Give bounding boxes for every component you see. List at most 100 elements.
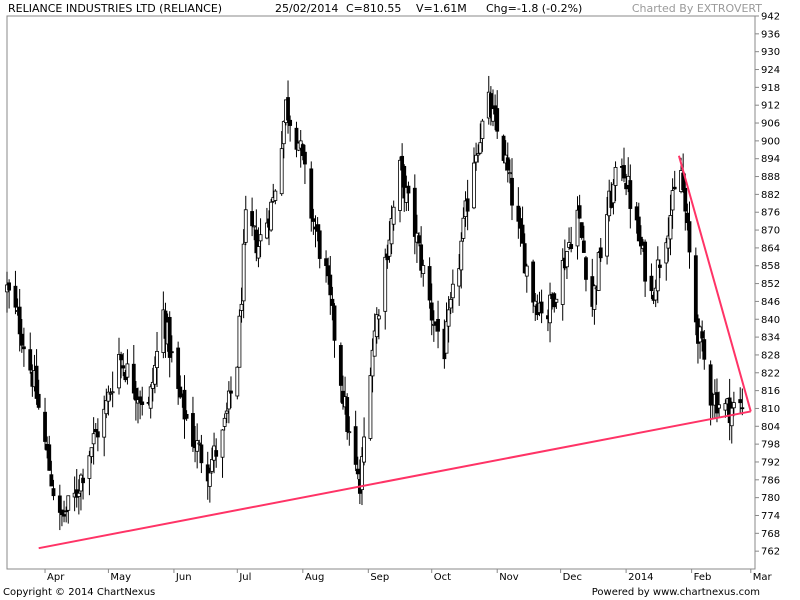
candle-body-down xyxy=(254,229,259,254)
candle-body-down xyxy=(685,212,690,224)
candle-body-up xyxy=(125,363,130,378)
candle-body-down xyxy=(636,216,641,242)
candle-body-down xyxy=(402,165,407,199)
x-tick-label: May xyxy=(110,572,131,583)
candle-body-down xyxy=(121,365,126,369)
candle-body-up xyxy=(104,400,109,415)
x-tick-label: 2014 xyxy=(628,572,653,583)
candle-body-down xyxy=(191,413,195,447)
y-tick-label: 936 xyxy=(761,29,780,40)
candle-body-down xyxy=(338,345,343,386)
y-tick-label: 834 xyxy=(761,333,780,344)
candle-body-down xyxy=(250,211,255,227)
candle-body-down xyxy=(355,468,360,475)
candle-body-down xyxy=(581,240,586,253)
candle-body-down xyxy=(176,347,181,389)
y-tick-label: 828 xyxy=(761,350,780,361)
candle-body-up xyxy=(239,303,244,311)
candle-body-up xyxy=(592,285,597,310)
candle-body-up xyxy=(197,442,202,445)
x-tick-label: Aug xyxy=(305,572,325,583)
candle-body-up xyxy=(448,298,453,309)
candle-body-up xyxy=(87,455,92,479)
candle-body-up xyxy=(273,190,278,201)
close-price: C=810.55 xyxy=(346,2,402,15)
chart-header: RELIANCE INDUSTRIES LTD (RELIANCE) 25/02… xyxy=(0,0,800,16)
y-tick-label: 864 xyxy=(761,243,780,254)
y-tick-label: 924 xyxy=(761,65,780,76)
candle-body-down xyxy=(286,97,290,121)
candle-body-up xyxy=(370,349,375,377)
candle-body-down xyxy=(638,236,643,247)
candle-body-down xyxy=(643,241,648,282)
y-tick-label: 912 xyxy=(761,101,780,112)
candle-body-down xyxy=(167,316,172,358)
y-tick-label: 942 xyxy=(761,12,780,23)
trendlines-group xyxy=(38,155,752,550)
x-tick-label: Nov xyxy=(499,572,519,583)
candle-body-up xyxy=(664,242,669,264)
candle-body-down xyxy=(7,282,12,291)
candle-body-up xyxy=(252,225,257,228)
y-tick-label: 822 xyxy=(761,368,780,379)
candle-body-up xyxy=(446,309,451,327)
candle-body-down xyxy=(598,247,603,259)
candle-body-up xyxy=(387,239,392,257)
candle-body-up xyxy=(241,243,246,302)
candle-body-up xyxy=(605,214,609,257)
y-axis: 942 936 930 924 918 912 906 900 894 888 882 876 870 8… xyxy=(755,12,780,558)
candle-body-down xyxy=(51,488,56,497)
candle-body-up xyxy=(269,201,274,231)
candle-body-up xyxy=(611,183,616,204)
candle-body-down xyxy=(672,186,677,190)
candle-body-down xyxy=(584,257,588,280)
candle-body-up xyxy=(117,353,121,389)
candle-body-down xyxy=(93,429,98,433)
candle-body-up xyxy=(76,492,81,497)
y-tick-label: 894 xyxy=(761,154,780,165)
candle-body-up xyxy=(478,142,483,154)
candle-body-up xyxy=(195,440,200,452)
candle-body-up xyxy=(450,283,455,299)
candle-body-down xyxy=(184,413,189,419)
x-tick-label: Jul xyxy=(238,572,251,583)
candle-body-up xyxy=(279,148,284,195)
candle-body-down xyxy=(520,224,525,244)
candle-body-down xyxy=(22,346,26,350)
candle-body-up xyxy=(256,246,261,259)
candle-body-up xyxy=(226,390,231,410)
candle-body-up xyxy=(89,447,94,457)
candle-body-down xyxy=(628,180,633,209)
candle-body-down xyxy=(658,264,662,268)
candle-body-up xyxy=(507,172,512,175)
candle-body-down xyxy=(531,261,536,303)
candle-body-up xyxy=(655,259,660,292)
candle-body-down xyxy=(501,135,506,161)
candle-body-up xyxy=(91,433,96,445)
candle-body-down xyxy=(288,119,293,126)
candle-body-up xyxy=(243,209,248,243)
candle-body-up xyxy=(666,235,671,249)
candle-body-down xyxy=(516,205,521,222)
candle-body-up xyxy=(653,287,658,301)
candle-body-down xyxy=(740,407,745,410)
candle-body-up xyxy=(729,407,734,427)
candles-group xyxy=(5,75,745,531)
candle-body-down xyxy=(400,155,405,171)
x-tick-label: Mar xyxy=(753,572,773,583)
candle-body-down xyxy=(95,431,100,438)
candle-body-up xyxy=(404,187,409,203)
candle-body-down xyxy=(199,444,204,464)
x-tick-label: Jun xyxy=(175,572,192,583)
y-tick-label: 792 xyxy=(761,457,780,468)
trendline xyxy=(677,155,752,412)
y-tick-label: 804 xyxy=(761,422,780,433)
candle-body-up xyxy=(106,391,111,402)
powered-by-link[interactable]: Powered by www.chartnexus.com xyxy=(591,587,760,598)
y-tick-label: 918 xyxy=(761,83,780,94)
candle-body-up xyxy=(524,265,529,277)
candle-body-up xyxy=(421,265,426,274)
x-tick-label: Feb xyxy=(694,572,712,583)
candle-body-down xyxy=(326,265,331,277)
candle-body-up xyxy=(220,429,225,458)
